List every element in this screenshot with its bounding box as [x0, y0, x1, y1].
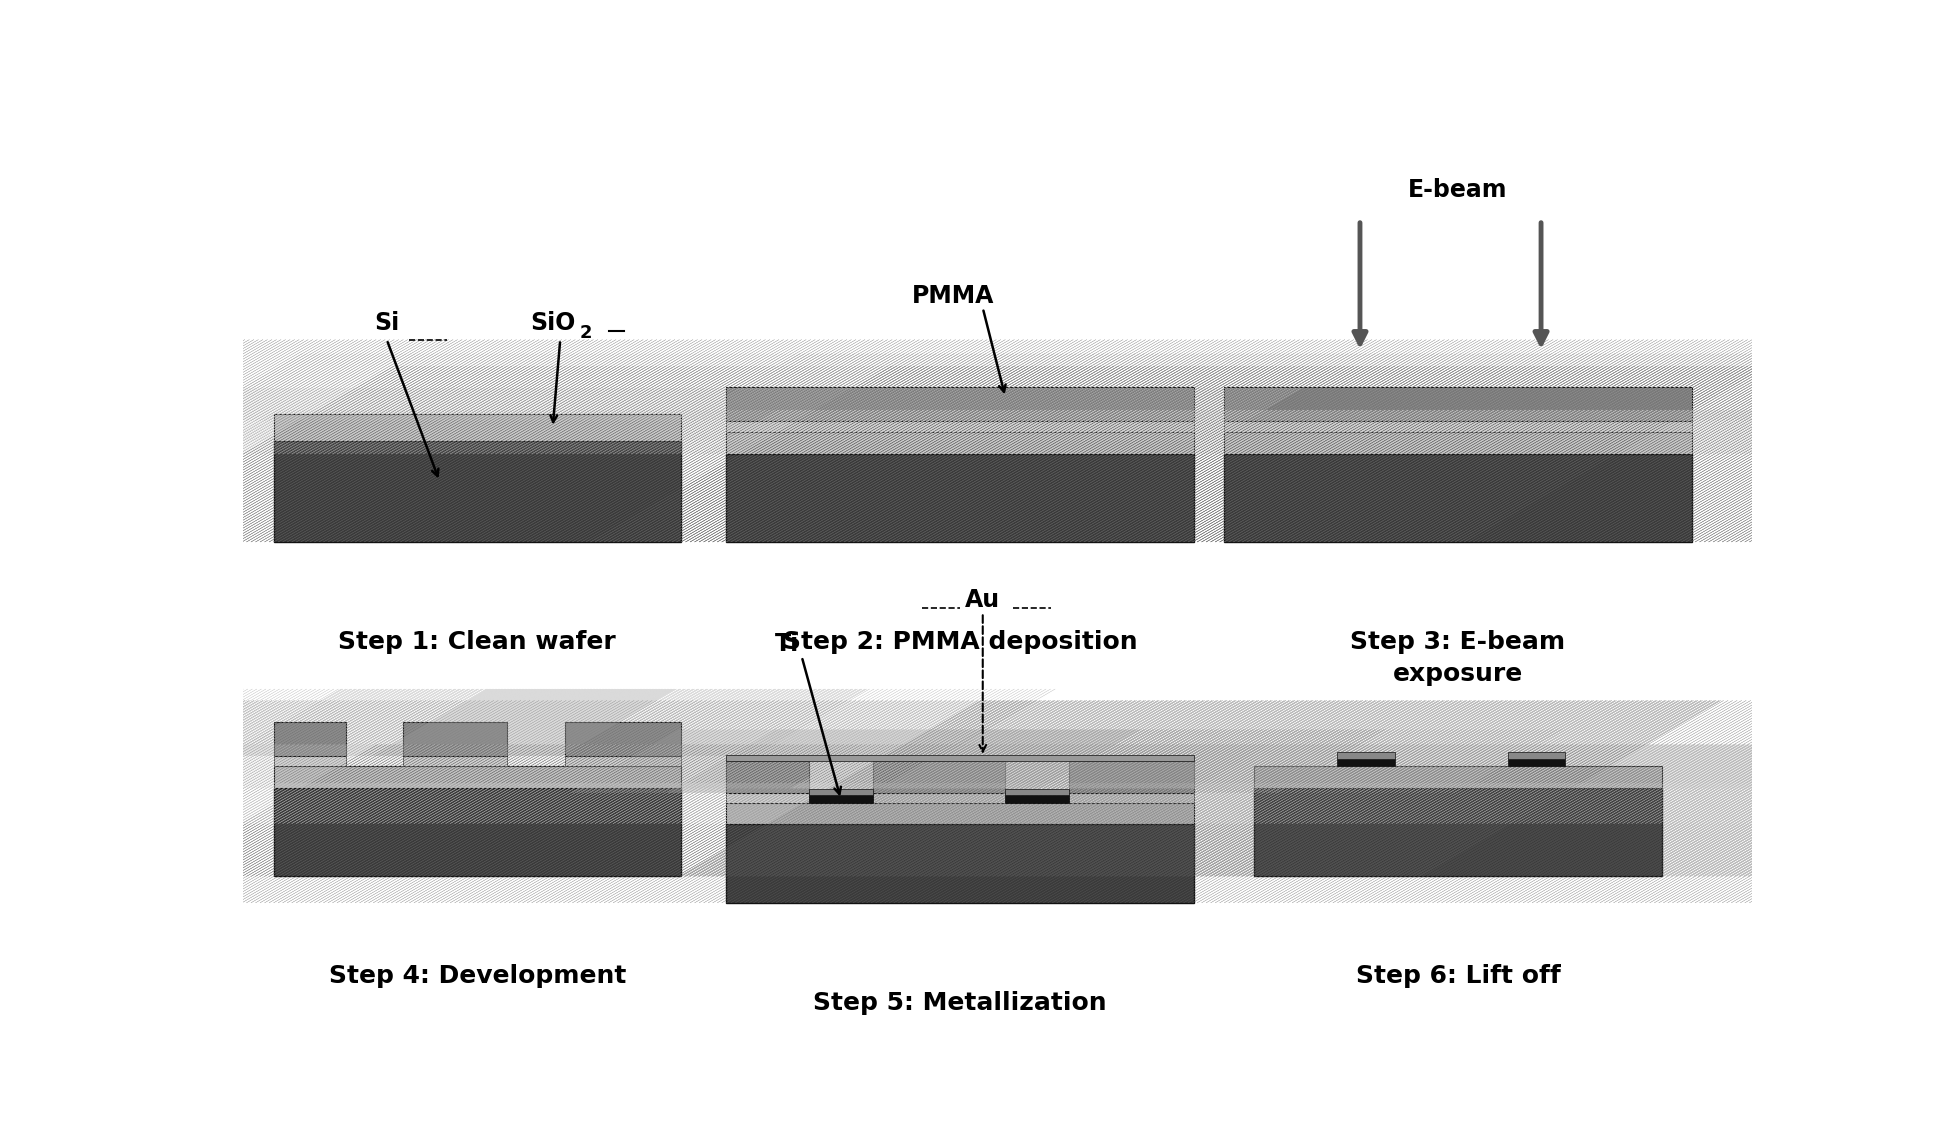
Bar	[1225, 387, 1692, 421]
Text: Step 3: E-beam
exposure: Step 3: E-beam exposure	[1351, 630, 1565, 686]
Bar	[726, 454, 1194, 542]
Bar	[273, 756, 347, 767]
Bar	[810, 796, 872, 804]
Bar	[726, 804, 1194, 824]
Text: SiO: SiO	[530, 311, 576, 335]
Bar	[273, 722, 347, 756]
Bar	[1069, 793, 1194, 804]
Text: 2: 2	[580, 325, 592, 342]
Bar	[403, 756, 508, 767]
Bar	[726, 432, 1194, 454]
Bar	[726, 756, 1194, 761]
Text: Step 2: PMMA deposition: Step 2: PMMA deposition	[783, 630, 1137, 654]
Bar	[726, 824, 1194, 903]
Bar	[872, 761, 1005, 793]
Bar	[1507, 752, 1565, 759]
Bar	[726, 421, 1194, 432]
Bar	[1338, 752, 1394, 759]
Text: Step 4: Development: Step 4: Development	[329, 965, 625, 989]
Bar	[273, 789, 681, 877]
Bar	[273, 415, 681, 441]
Bar	[565, 756, 681, 767]
Bar	[1254, 789, 1663, 877]
Bar	[1069, 761, 1194, 793]
Text: PMMA: PMMA	[911, 283, 993, 307]
Bar	[726, 761, 810, 793]
Bar	[1338, 759, 1394, 767]
Text: Step 6: Lift off: Step 6: Lift off	[1355, 965, 1560, 989]
Bar	[726, 387, 1194, 421]
Bar	[273, 767, 681, 789]
Text: Si: Si	[374, 311, 399, 335]
Bar	[1005, 790, 1069, 796]
Bar	[1225, 421, 1692, 432]
Bar	[565, 722, 681, 756]
Bar	[403, 722, 508, 756]
Bar	[1005, 796, 1069, 804]
Bar	[1507, 759, 1565, 767]
Text: Step 5: Metallization: Step 5: Metallization	[814, 991, 1108, 1015]
Text: Au: Au	[966, 589, 1001, 613]
Bar	[872, 793, 1005, 804]
Bar	[1254, 767, 1663, 789]
Bar	[1225, 454, 1692, 542]
Bar	[810, 790, 872, 796]
Text: Step 1: Clean wafer: Step 1: Clean wafer	[339, 630, 615, 654]
Text: E-beam: E-beam	[1408, 178, 1507, 202]
Bar	[273, 441, 681, 542]
Text: Ti: Ti	[775, 632, 798, 656]
Bar	[1225, 432, 1692, 454]
Bar	[726, 793, 810, 804]
